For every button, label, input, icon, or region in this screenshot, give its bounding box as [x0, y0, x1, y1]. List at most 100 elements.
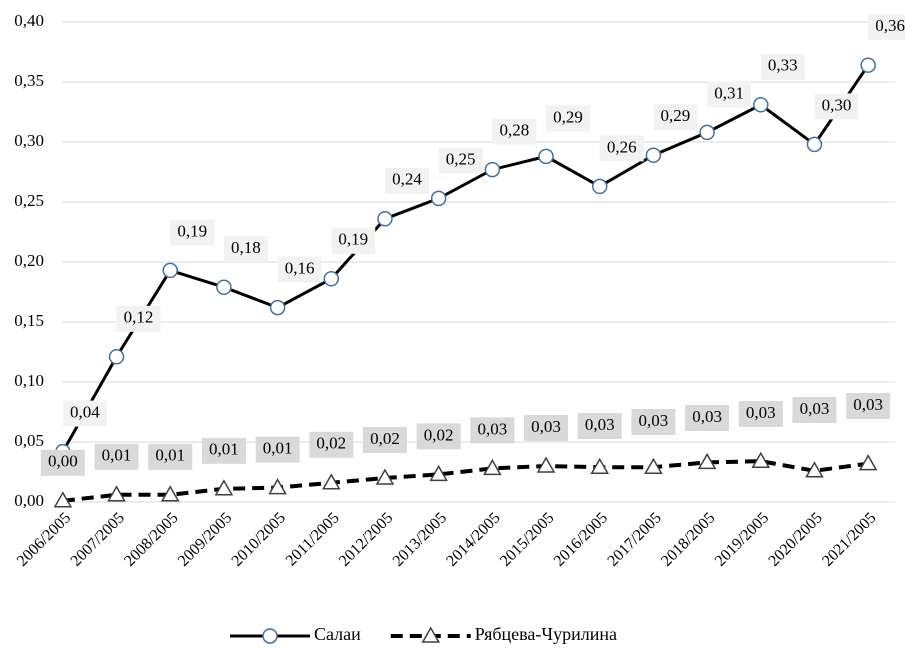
point-marker [858, 454, 878, 471]
data-label: 0,16 [285, 259, 315, 278]
data-label-bg [438, 147, 483, 174]
legend-marker [262, 628, 278, 644]
point-marker [860, 57, 876, 73]
x-tick-label: 2021/2005 [819, 509, 879, 569]
data-label-bg [94, 443, 139, 470]
point-marker [591, 178, 608, 195]
data-label: 0,04 [70, 403, 100, 422]
point-marker [53, 491, 73, 508]
data-label: 0,03 [746, 403, 776, 422]
data-label-bg [170, 219, 215, 246]
data-label: 0,36 [875, 16, 905, 35]
data-label-bg [223, 236, 268, 263]
data-label-bg [707, 81, 752, 108]
data-label: 0,01 [155, 446, 185, 465]
data-label: 0,01 [209, 440, 239, 459]
data-label: 0,01 [102, 446, 132, 465]
data-label-bg [685, 405, 730, 431]
legend-label: Салаи [314, 624, 361, 644]
data-label-bg [331, 227, 376, 254]
point-marker [107, 485, 126, 502]
data-label-bg [814, 93, 859, 120]
point-marker [644, 457, 663, 474]
data-label: 0,02 [370, 429, 400, 448]
data-label: 0,03 [800, 399, 830, 418]
data-label: 0,00 [48, 452, 78, 471]
data-label-bg [577, 413, 622, 439]
legend-label: Рябцева-Чурилина [475, 624, 617, 644]
data-label: 0,29 [553, 107, 583, 126]
point-marker [538, 148, 554, 165]
point-marker [429, 464, 448, 482]
point-marker [377, 211, 393, 227]
data-label: 0,03 [853, 395, 883, 414]
x-tick-label: 2014/2005 [443, 509, 503, 569]
point-marker [699, 124, 715, 141]
data-label: 0,02 [424, 425, 454, 444]
data-label: 0,03 [639, 411, 669, 430]
data-label: 0,03 [585, 415, 615, 434]
x-tick-label: 2018/2005 [658, 509, 718, 569]
point-marker [753, 97, 769, 113]
data-label-bg [62, 400, 107, 427]
data-label: 0,03 [477, 419, 507, 438]
series-line [61, 64, 870, 453]
data-label: 0,12 [124, 308, 154, 327]
y-tick-label: 0,10 [14, 371, 44, 390]
point-marker [216, 279, 232, 295]
data-label-bg [148, 443, 193, 470]
data-label: 0,19 [177, 221, 207, 240]
point-marker [536, 456, 556, 473]
y-tick-label: 0,20 [14, 251, 44, 270]
point-marker [751, 451, 771, 468]
data-label: 0,33 [768, 56, 798, 75]
y-tick-label: 0,35 [14, 71, 44, 90]
data-label: 0,03 [531, 417, 561, 436]
x-tick-label: 2009/2005 [175, 509, 235, 569]
y-tick-label: 0,15 [14, 311, 44, 330]
y-tick-label: 0,25 [14, 191, 44, 210]
x-tick-label: 2017/2005 [604, 509, 664, 569]
data-label-bg [470, 417, 515, 444]
y-tick-label: 0,40 [14, 11, 44, 30]
series-line [62, 459, 869, 503]
data-label-bg [868, 14, 905, 41]
data-label: 0,25 [446, 149, 476, 168]
point-marker [268, 478, 287, 495]
point-marker [805, 461, 824, 478]
point-marker [214, 479, 234, 496]
data-label-bg [384, 167, 429, 194]
data-label: 0,31 [714, 83, 744, 102]
legend-marker [421, 626, 441, 643]
data-label-bg [631, 409, 676, 435]
x-tick-label: 2016/2005 [551, 509, 611, 569]
data-label: 0,29 [661, 106, 691, 125]
point-marker [483, 458, 502, 476]
data-label-bg [277, 256, 322, 283]
data-label: 0,02 [316, 434, 346, 453]
data-label-bg [40, 449, 85, 476]
point-marker [590, 457, 610, 474]
point-marker [806, 136, 823, 153]
point-marker [108, 349, 125, 365]
data-label-bg [792, 397, 837, 423]
x-tick-label: 2008/2005 [121, 509, 181, 569]
data-label: 0,18 [231, 238, 261, 257]
data-label: 0,03 [692, 407, 722, 426]
x-tick-label: 2020/2005 [765, 509, 825, 569]
x-tick-label: 2019/2005 [712, 509, 772, 569]
x-tick-label: 2011/2005 [283, 509, 343, 569]
data-label: 0,30 [822, 95, 852, 114]
point-marker [269, 299, 286, 316]
x-tick-label: 2007/2005 [68, 509, 128, 569]
data-label-bg [599, 135, 644, 162]
data-label-bg [546, 105, 591, 132]
point-marker [162, 262, 178, 279]
data-label: 0,01 [263, 439, 293, 458]
x-tick-label: 2012/2005 [336, 509, 396, 569]
data-label-bg [116, 305, 161, 332]
data-label-bg [760, 53, 805, 80]
data-label-bg [255, 436, 300, 463]
data-label: 0,19 [338, 230, 368, 249]
